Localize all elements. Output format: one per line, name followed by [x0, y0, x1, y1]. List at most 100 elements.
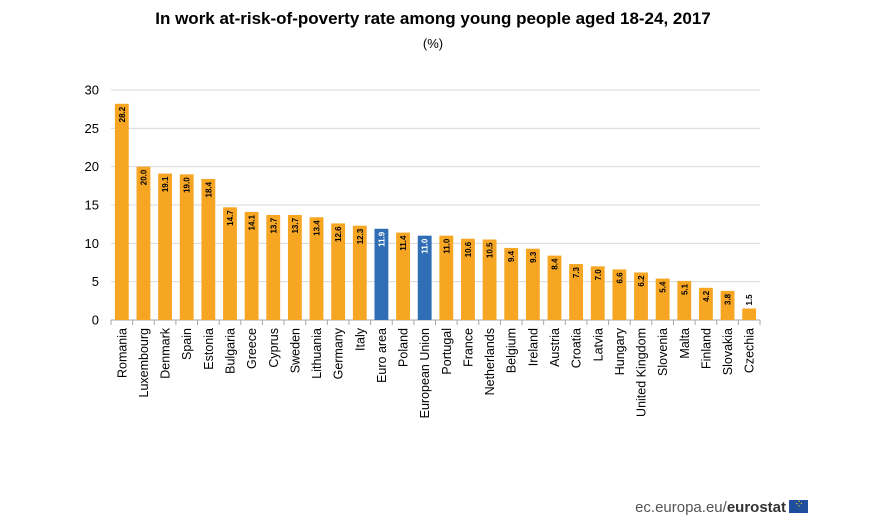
x-tick-label: Czechia: [743, 328, 757, 373]
x-tick-label: Slovenia: [656, 328, 670, 376]
x-tick-label: Bulgaria: [223, 328, 237, 374]
x-tick-label: Portugal: [440, 328, 454, 375]
data-label: 6.6: [615, 272, 624, 284]
data-label: 5.1: [680, 283, 689, 295]
data-label: 10.5: [486, 242, 495, 258]
data-label: 18.4: [204, 181, 213, 197]
bar-luxembourg: [136, 166, 151, 320]
x-tick-label: Latvia: [591, 328, 605, 361]
bar-france: [461, 238, 475, 320]
data-label: 10.6: [464, 241, 473, 257]
data-label: 11.4: [399, 235, 408, 251]
bar-greece: [244, 211, 259, 320]
bar-united-kingdom: [634, 272, 648, 320]
data-label: 1.5: [745, 294, 754, 306]
data-label: 11.0: [421, 238, 430, 254]
bar-euro-area: [374, 228, 389, 320]
bar-latvia: [590, 266, 605, 320]
data-label: 8.4: [550, 258, 559, 270]
x-tick-label: Hungary: [613, 327, 627, 375]
data-label: 12.3: [356, 228, 365, 244]
footer-site: ec.europa.eu/: [635, 499, 727, 516]
data-label: 12.6: [334, 226, 343, 242]
x-tick-label: Finland: [699, 328, 713, 369]
data-label: 14.7: [226, 210, 235, 226]
x-tick-label: Poland: [397, 328, 411, 367]
bar-estonia: [201, 178, 216, 320]
data-label: 9.4: [507, 250, 516, 262]
x-tick-label: Estonia: [202, 328, 216, 370]
data-label: 4.2: [702, 290, 711, 302]
x-tick-label: Spain: [180, 328, 194, 360]
bar-european-union: [417, 235, 432, 320]
bar-portugal: [439, 235, 454, 320]
bar-malta: [677, 280, 692, 320]
x-tick-label: Euro area: [375, 328, 389, 383]
eu-flag-icon: [789, 497, 808, 513]
x-tick-label: Romania: [115, 328, 129, 378]
chart-subtitle: (%): [423, 36, 443, 51]
bar-belgium: [504, 247, 519, 320]
y-tick-label: 30: [85, 83, 99, 98]
footer-brand: eurostat: [726, 499, 786, 516]
x-tick-label: Croatia: [570, 328, 584, 368]
bar-germany: [331, 223, 346, 320]
bar-netherlands: [482, 239, 497, 320]
data-label: 9.3: [529, 251, 538, 263]
bar-cyprus: [266, 214, 281, 320]
x-tick-label: Netherlands: [483, 328, 497, 395]
y-tick-label: 5: [92, 274, 99, 289]
x-tick-label: Slovakia: [721, 328, 735, 375]
bar-romania: [114, 103, 129, 320]
data-label: 11.9: [377, 231, 386, 247]
bar-poland: [396, 232, 410, 320]
bar-sweden: [287, 214, 302, 320]
x-tick-label: Denmark: [159, 327, 173, 378]
x-tick-label: Lithuania: [310, 328, 324, 379]
bar-croatia: [569, 264, 584, 320]
data-label: 3.8: [724, 293, 733, 305]
y-tick-label: 20: [85, 159, 99, 174]
bar-finland: [698, 287, 713, 320]
bar-hungary: [612, 269, 627, 320]
x-tick-label: France: [461, 328, 475, 367]
x-tick-label: Austria: [548, 328, 562, 367]
x-tick-label: Luxembourg: [137, 328, 151, 398]
x-tick-label: Greece: [245, 328, 259, 369]
y-tick-label: 0: [92, 313, 99, 328]
bar-bulgaria: [223, 207, 237, 320]
data-label: 13.7: [291, 217, 300, 233]
data-label: 14.1: [248, 214, 257, 230]
footer-source: ec.europa.eu/eurostat: [635, 497, 808, 516]
x-tick-label: European Union: [418, 328, 432, 418]
x-tick-label: United Kingdom: [635, 328, 649, 417]
chart-title: In work at-risk-of-poverty rate among yo…: [155, 9, 710, 28]
x-tick-label: Belgium: [505, 328, 519, 373]
y-tick-label: 10: [85, 236, 99, 251]
gridlines: [111, 89, 760, 283]
bar-lithuania: [309, 217, 324, 320]
bar-denmark: [158, 173, 173, 320]
data-label: 19.0: [183, 177, 192, 193]
y-tick-label: 25: [85, 121, 99, 136]
bar-slovakia: [720, 290, 735, 320]
y-tick-label: 15: [85, 198, 99, 213]
x-axis: Romania Luxembourg Denmark Spain Estonia Bulg…: [110, 320, 761, 418]
x-tick-label: Germany: [332, 327, 346, 379]
bar-ireland: [525, 248, 540, 320]
bar-austria: [547, 255, 562, 320]
data-label: 11.0: [442, 238, 451, 254]
bar-czechia: [742, 308, 757, 320]
bar-spain: [179, 174, 194, 320]
data-label: 6.2: [637, 275, 646, 287]
bars: 28.2 20.0 19.1 19.0 18.4 14.7 14.1 13.7 13.7 13.4…: [114, 103, 757, 320]
data-label: 13.4: [313, 220, 322, 236]
data-label: 20.0: [139, 169, 148, 185]
data-label: 7.3: [572, 266, 581, 278]
data-label: 5.4: [659, 281, 668, 293]
bar-italy: [352, 225, 367, 320]
data-label: 28.2: [118, 106, 127, 122]
bar-slovenia: [655, 278, 670, 320]
x-tick-label: Cyprus: [267, 328, 281, 368]
